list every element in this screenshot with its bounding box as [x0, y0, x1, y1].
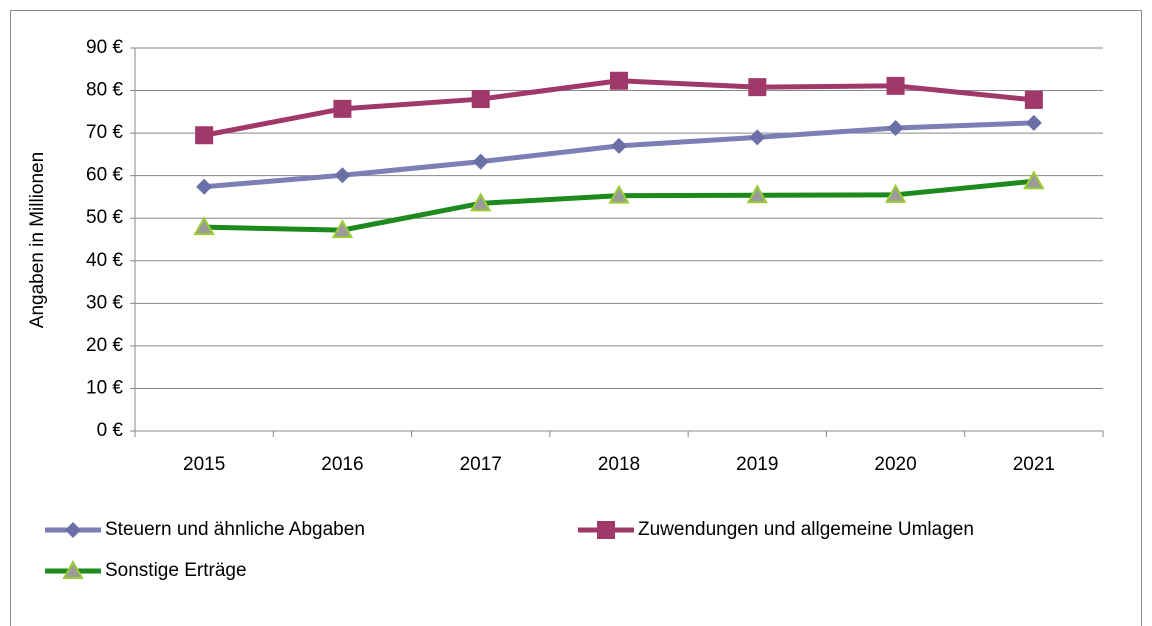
marker [1025, 114, 1042, 131]
marker [193, 216, 215, 236]
marker [333, 99, 352, 118]
marker [884, 183, 907, 203]
marker [196, 178, 213, 195]
x-tick-label: 2017 [460, 454, 502, 475]
x-tick-label: 2016 [321, 454, 363, 475]
legend-label: Steuern und ähnliche Abgaben [105, 519, 365, 540]
y-tick-label: 80 € [86, 80, 123, 101]
x-tick-label: 2019 [736, 454, 778, 475]
y-tick-label: 20 € [86, 335, 123, 356]
marker [611, 137, 627, 154]
marker [470, 192, 492, 212]
y-tick-label: 0 € [97, 420, 124, 441]
y-tick-label: 40 € [86, 250, 123, 271]
y-tick-label: 10 € [86, 377, 123, 398]
marker [471, 90, 490, 109]
marker [597, 521, 615, 539]
marker [62, 559, 84, 579]
y-tick-label: 60 € [86, 165, 123, 186]
marker [886, 76, 905, 95]
marker [331, 219, 354, 239]
marker [1024, 90, 1043, 109]
marker [748, 78, 767, 97]
series-line [203, 120, 1034, 190]
x-tick-label: 2015 [183, 454, 225, 475]
marker [334, 167, 351, 184]
y-axis-label: Angaben in Millionen [27, 152, 48, 328]
legend-label: Sonstige Erträge [105, 560, 247, 581]
chart-border [10, 10, 1142, 626]
marker [472, 153, 489, 170]
marker [1023, 170, 1045, 190]
x-tick-label: 2020 [874, 454, 916, 475]
y-tick-label: 30 € [86, 292, 123, 313]
y-tick-label: 70 € [86, 122, 123, 143]
y-tick-label: 50 € [86, 207, 123, 228]
x-tick-label: 2018 [598, 454, 640, 475]
marker [610, 71, 628, 90]
marker [749, 129, 766, 146]
marker [65, 522, 81, 538]
marker [195, 126, 214, 145]
x-tick-label: 2021 [1013, 454, 1055, 475]
marker [608, 184, 630, 204]
marker [887, 120, 904, 137]
legend-label: Zuwendungen und allgemeine Umlagen [638, 519, 974, 540]
marker [746, 184, 768, 204]
y-tick-label: 90 € [86, 37, 123, 58]
